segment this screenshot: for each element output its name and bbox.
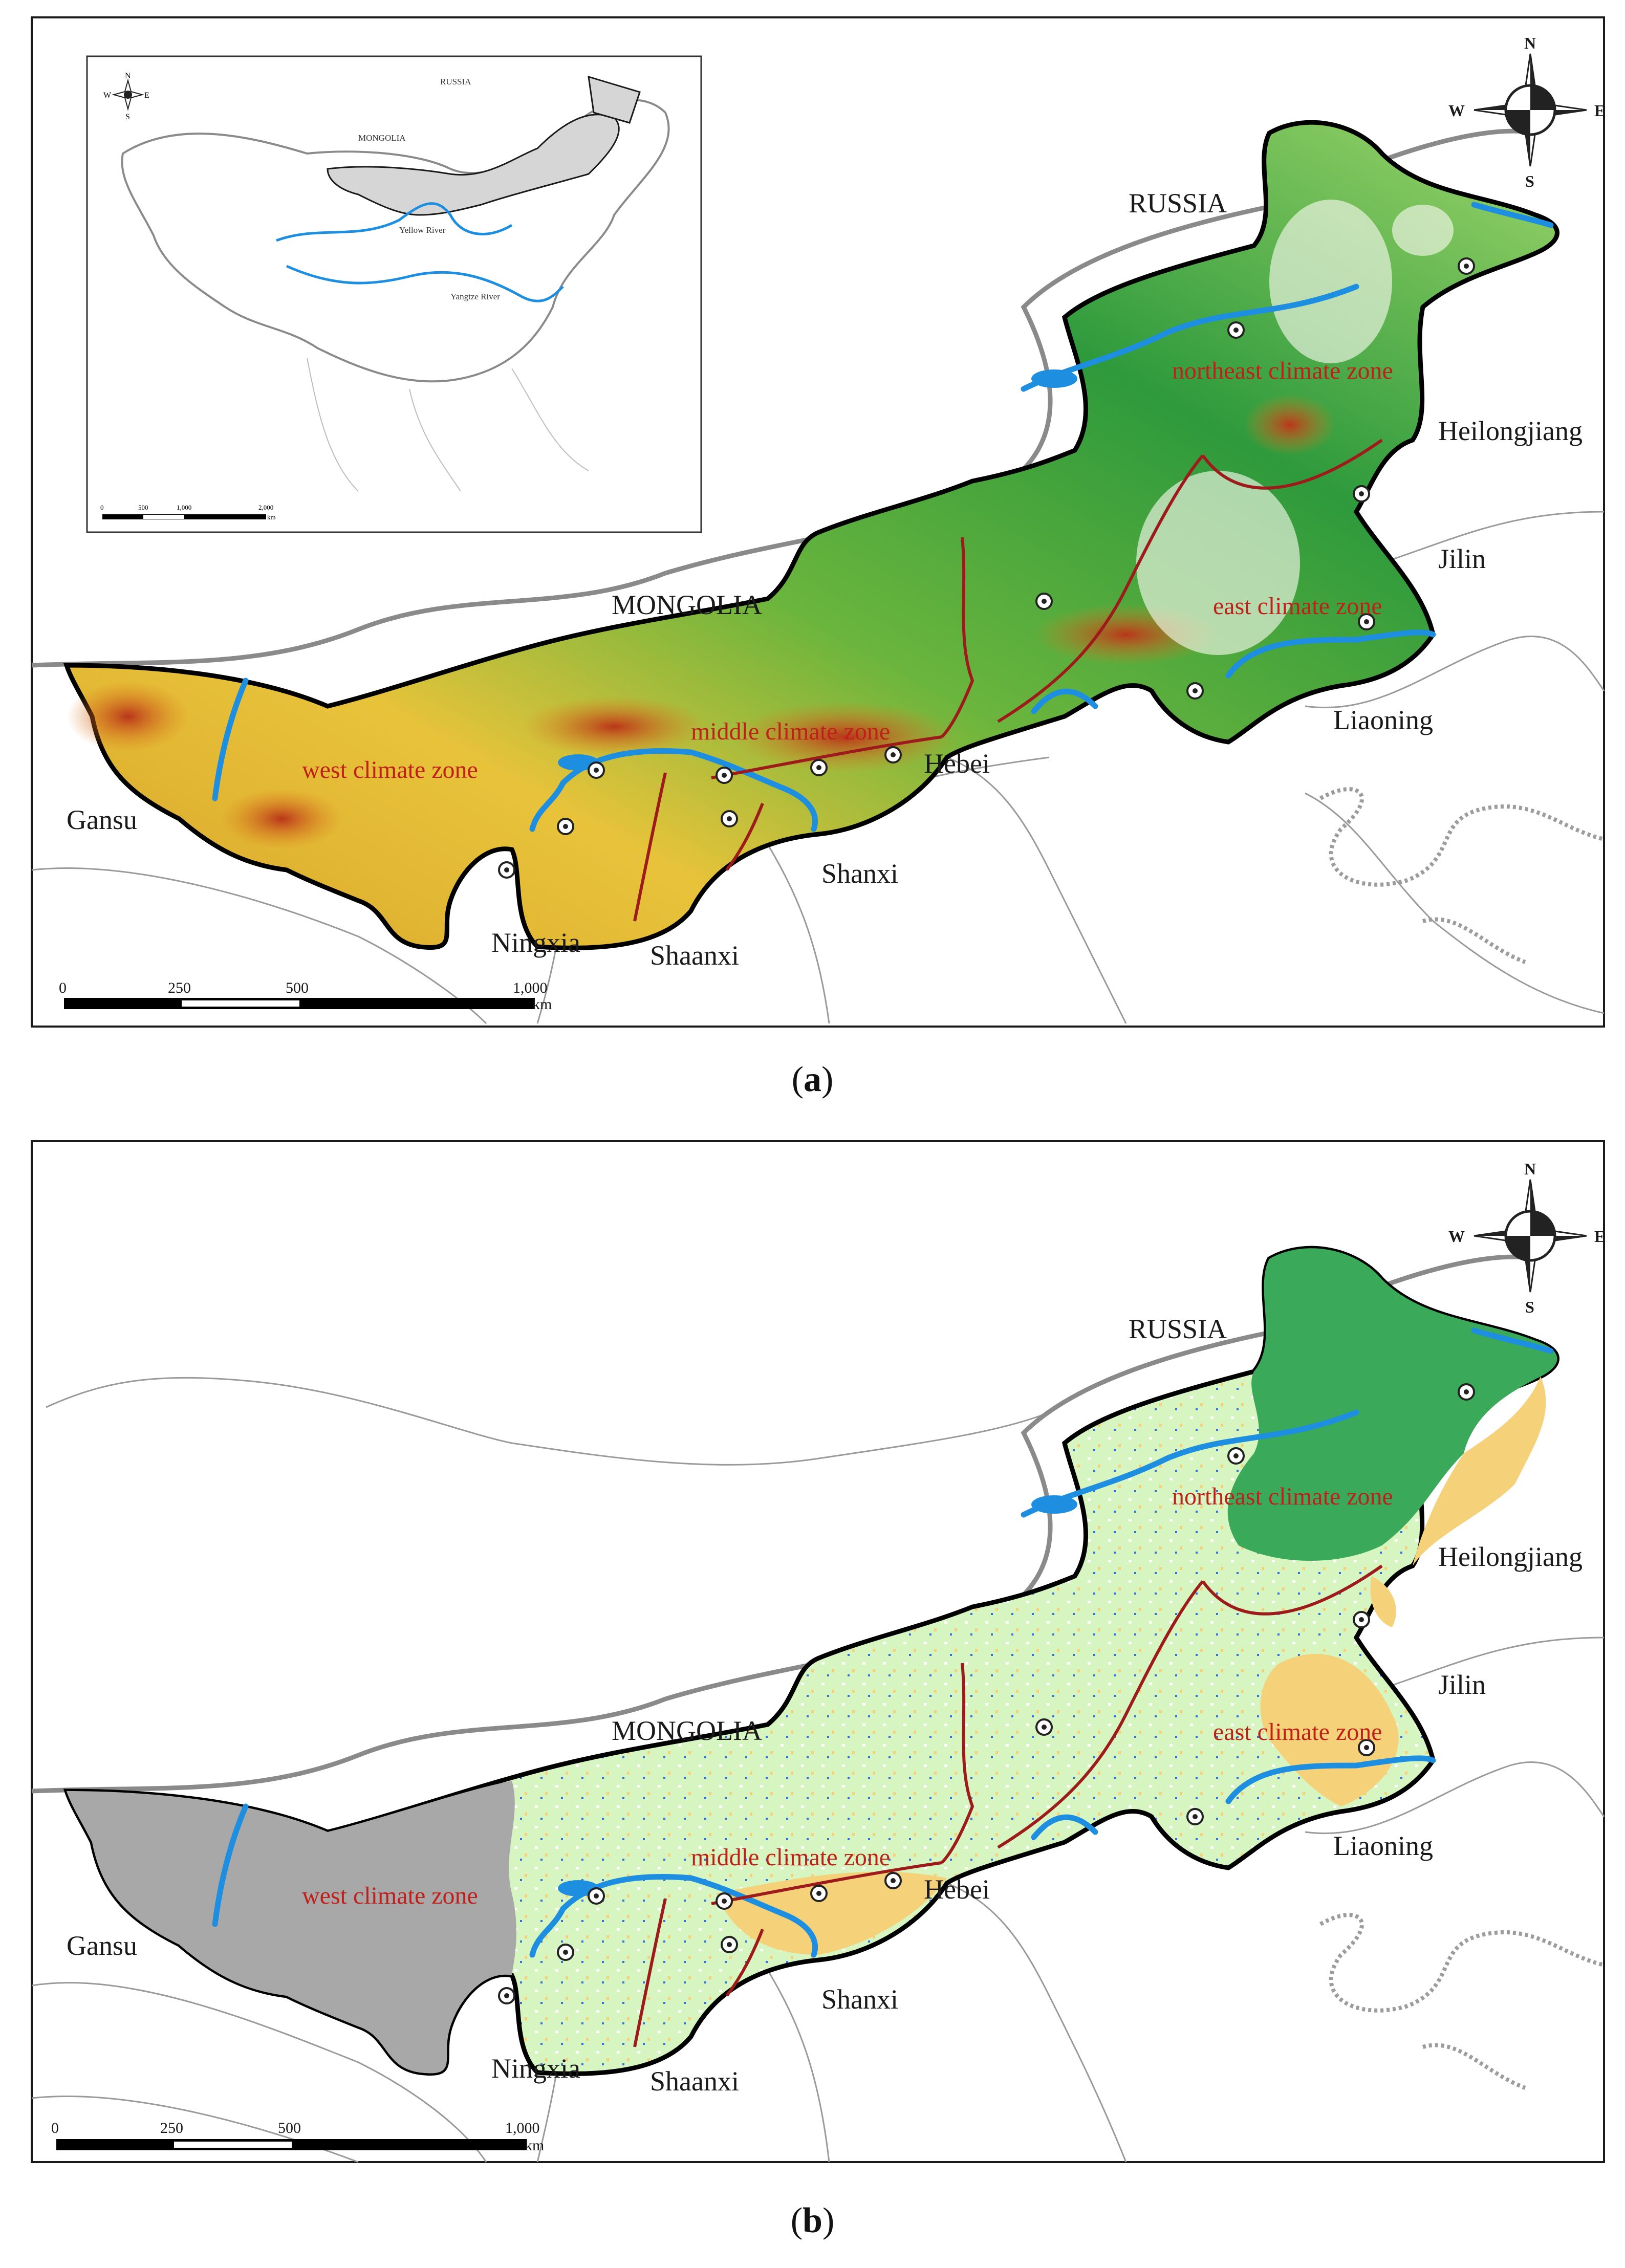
svg-text:W: W <box>103 91 112 100</box>
svg-text:W: W <box>1448 101 1465 120</box>
stations <box>498 1383 1475 2004</box>
rivers <box>212 1327 1554 1958</box>
svg-text:0: 0 <box>59 979 67 996</box>
svg-text:N: N <box>1524 1160 1536 1178</box>
label-heilongjiang: Heilongjiang <box>1438 416 1583 446</box>
north-arrow: N S E W <box>1448 1160 1605 1316</box>
scale-bar: 0 250 500 1,000 km <box>59 979 552 1013</box>
climate-zone-boundaries <box>633 1564 1383 2047</box>
label-jilin: Jilin <box>1438 543 1486 574</box>
north-arrow: N S E W <box>1448 34 1605 190</box>
label-heilongjiang: Heilongjiang <box>1438 1541 1583 1572</box>
label-ningxia: Ningxia <box>491 2053 580 2084</box>
coastline <box>1319 1913 1605 2090</box>
svg-text:km: km <box>525 2137 544 2154</box>
landcover-barren <box>67 1781 516 2074</box>
caption-a: (a) <box>791 1060 834 1099</box>
svg-text:km: km <box>267 513 276 521</box>
label-ningxia: Ningxia <box>491 927 580 958</box>
label-jilin: Jilin <box>1438 1669 1486 1700</box>
scale-bar: 0 250 500 1,000 km <box>51 2120 544 2154</box>
rivers <box>212 202 1554 832</box>
high-elevation-areas <box>67 394 1336 849</box>
svg-text:250: 250 <box>168 979 191 996</box>
label-west-zone: west climate zone <box>302 1882 478 1909</box>
svg-text:W: W <box>1448 1227 1465 1246</box>
label-hebei: Hebei <box>924 748 990 779</box>
climate-zone-boundaries <box>633 439 1383 922</box>
label-east-zone: east climate zone <box>1213 1718 1382 1746</box>
svg-text:S: S <box>125 113 130 121</box>
inset-compass: N S E W <box>103 72 149 121</box>
inset-map: RUSSIA MONGOLIA Yellow River Yangtze Riv… <box>86 55 702 533</box>
label-mongolia: MONGOLIA <box>612 590 762 620</box>
hulun-lake <box>1031 1495 1077 1514</box>
label-gansu: Gansu <box>67 1930 137 1961</box>
label-liaoning: Liaoning <box>1333 1830 1433 1861</box>
inset-label-mongolia: MONGOLIA <box>358 133 406 143</box>
svg-text:S: S <box>1525 1298 1534 1316</box>
label-northeast-zone: northeast climate zone <box>1172 357 1393 384</box>
map-a: RUSSIA MONGOLIA Heilongjiang Jilin Liaon… <box>31 16 1605 1028</box>
svg-text:S: S <box>1525 172 1534 190</box>
svg-text:N: N <box>125 72 131 80</box>
label-hebei: Hebei <box>924 1874 990 1905</box>
svg-text:0: 0 <box>100 504 104 511</box>
inset-scale-bar: 0 500 1,000 2,000 km <box>100 504 276 521</box>
label-shanxi: Shanxi <box>821 1984 898 2015</box>
svg-text:E: E <box>144 91 149 100</box>
svg-text:E: E <box>1594 101 1605 120</box>
ridge-highlights <box>1136 200 1454 655</box>
caption-b: (b) <box>790 2201 835 2240</box>
label-shaanxi: Shaanxi <box>650 940 739 971</box>
coastline <box>1319 787 1605 964</box>
svg-text:250: 250 <box>160 2120 183 2136</box>
svg-text:km: km <box>532 996 552 1013</box>
inset-label-yellow-river: Yellow River <box>399 225 446 235</box>
label-middle-zone: middle climate zone <box>691 718 890 745</box>
label-middle-zone: middle climate zone <box>691 1844 890 1871</box>
panel-a: RUSSIA MONGOLIA Heilongjiang Jilin Liaon… <box>0 0 1625 1044</box>
svg-text:500: 500 <box>138 504 148 511</box>
label-russia: RUSSIA <box>1129 188 1227 219</box>
inset-highlight-region <box>327 114 620 216</box>
label-northeast-zone: northeast climate zone <box>1172 1483 1393 1510</box>
label-shanxi: Shanxi <box>821 858 898 889</box>
hulun-lake <box>1031 369 1077 388</box>
svg-text:1,000: 1,000 <box>513 979 548 996</box>
svg-text:N: N <box>1524 34 1536 52</box>
svg-text:E: E <box>1594 1227 1605 1246</box>
label-russia: RUSSIA <box>1129 1314 1227 1344</box>
label-east-zone: east climate zone <box>1213 593 1382 620</box>
label-gansu: Gansu <box>67 804 137 835</box>
landcover-forest <box>1227 1248 1557 1561</box>
panel-b: RUSSIA MONGOLIA Heilongjiang Jilin Liaon… <box>0 1126 1625 2180</box>
label-shaanxi: Shaanxi <box>650 2066 739 2097</box>
svg-text:500: 500 <box>278 2120 301 2136</box>
map-b: RUSSIA MONGOLIA Heilongjiang Jilin Liaon… <box>31 1140 1605 2163</box>
label-liaoning: Liaoning <box>1333 705 1433 735</box>
svg-text:2,000: 2,000 <box>258 504 273 511</box>
inset-label-russia: RUSSIA <box>440 77 471 86</box>
svg-text:1,000: 1,000 <box>505 2120 540 2136</box>
svg-text:1,000: 1,000 <box>177 504 191 511</box>
inset-label-yangtze-river: Yangtze River <box>450 292 500 301</box>
label-mongolia: MONGOLIA <box>612 1715 762 1746</box>
stations <box>498 257 1475 879</box>
svg-text:500: 500 <box>286 979 309 996</box>
label-west-zone: west climate zone <box>302 756 478 783</box>
svg-text:0: 0 <box>51 2120 59 2136</box>
